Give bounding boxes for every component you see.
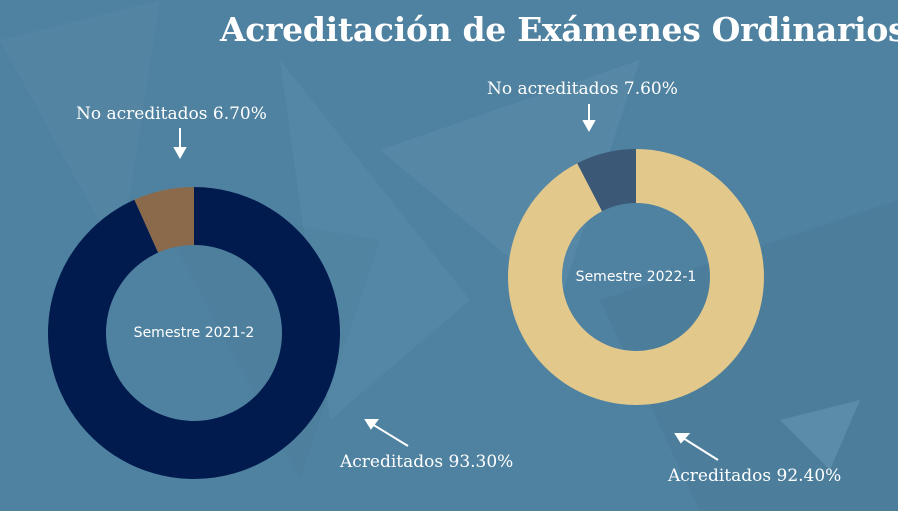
annotation-arrows	[173, 104, 719, 461]
slice-no-acreditados	[134, 187, 194, 253]
arrowhead-acreditados-2021-2	[364, 419, 379, 430]
arrowhead-no-acreditados-2022-1	[582, 120, 596, 133]
center-label-2022-1: Semestre 2022-1	[575, 269, 697, 285]
donut-chart-2021-2	[47, 187, 341, 479]
slice-acreditados	[47, 187, 341, 479]
label-acreditados-2022-1: Acreditados 92.40%	[668, 466, 842, 486]
donut-chart-2022-1	[508, 149, 764, 406]
arrowhead-no-acreditados-2021-2	[173, 147, 187, 160]
label-acreditados-2021-2: Acreditados 93.30%	[340, 452, 514, 472]
page-title: Acreditación de Exámenes Ordinarios	[220, 10, 898, 49]
center-label-2021-2: Semestre 2021-2	[133, 325, 255, 341]
slice-no-acreditados	[577, 149, 636, 212]
arrow-acreditados-2022-1	[682, 437, 719, 461]
slice-acreditados	[508, 149, 764, 406]
label-no-acreditados-2022-1: No acreditados 7.60%	[487, 79, 678, 99]
arrow-acreditados-2021-2	[371, 423, 409, 447]
arrowhead-acreditados-2022-1	[674, 433, 691, 444]
label-no-acreditados-2021-2: No acreditados 6.70%	[76, 104, 267, 124]
